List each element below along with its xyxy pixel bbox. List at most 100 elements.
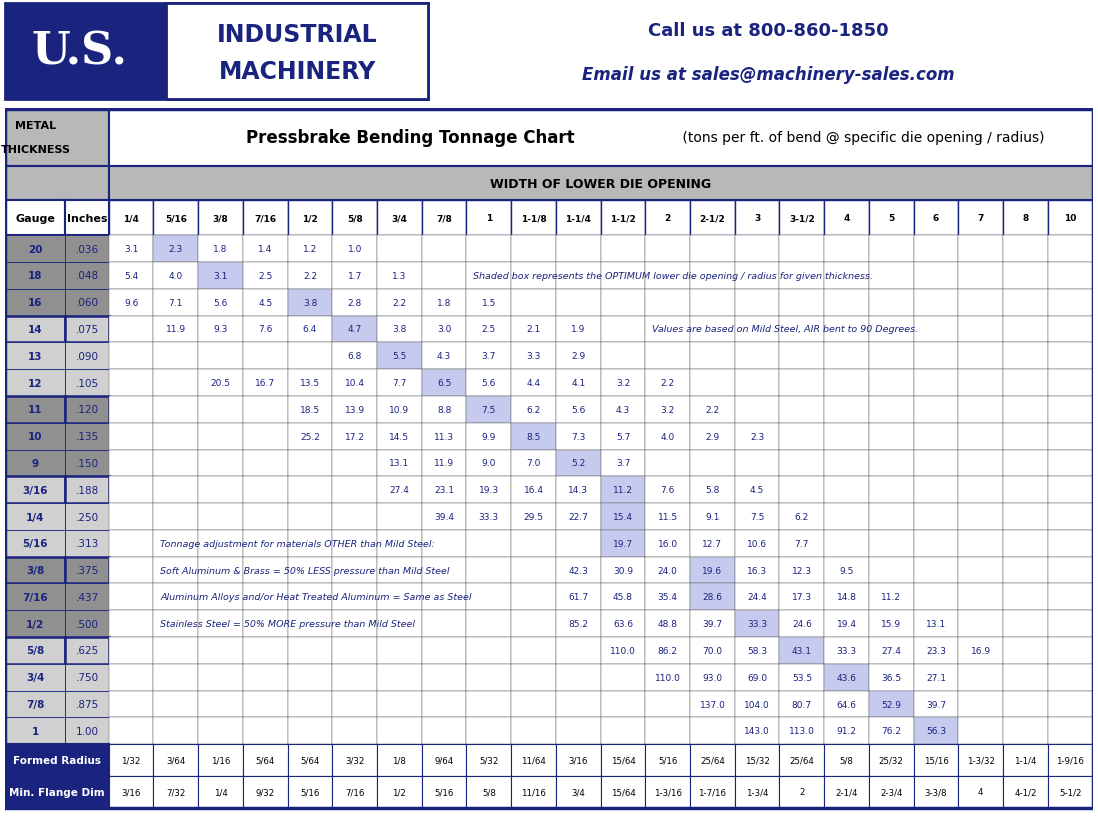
Text: 58.3: 58.3 (747, 646, 768, 655)
Bar (780, 396, 825, 423)
Text: Stainless Steel = 50% MORE pressure than Mild Steel: Stainless Steel = 50% MORE pressure than… (160, 619, 415, 629)
Bar (735, 530, 780, 557)
Bar (959, 316, 1004, 343)
Text: 5/8: 5/8 (482, 788, 496, 797)
Bar (601, 776, 646, 808)
Bar (422, 316, 467, 343)
Bar (601, 263, 646, 289)
Text: 1-7/16: 1-7/16 (698, 788, 727, 797)
Bar (377, 423, 422, 450)
Text: 2: 2 (664, 214, 671, 223)
Bar (109, 717, 154, 744)
Text: 3/4: 3/4 (26, 672, 45, 682)
Text: 14.3: 14.3 (569, 486, 589, 495)
Bar (243, 343, 288, 370)
Text: MACHINERY: MACHINERY (219, 59, 376, 84)
Bar (109, 166, 1093, 201)
Bar (556, 717, 601, 744)
Bar (735, 503, 780, 530)
Bar (166, 4, 428, 100)
Bar (243, 236, 288, 263)
Text: Formed Radius: Formed Radius (13, 755, 101, 765)
Text: 2.1: 2.1 (526, 325, 540, 334)
Text: 19.7: 19.7 (613, 539, 634, 548)
Bar (109, 691, 154, 717)
Text: 4.3: 4.3 (616, 405, 630, 415)
Bar (65, 557, 109, 584)
Text: 22.7: 22.7 (569, 512, 589, 522)
Bar (333, 584, 377, 610)
Text: 52.9: 52.9 (882, 700, 901, 709)
Bar (333, 343, 377, 370)
Bar (1004, 744, 1047, 776)
Bar (199, 423, 243, 450)
Text: 1-3/32: 1-3/32 (966, 756, 995, 765)
Text: Email us at sales@machinery-sales.com: Email us at sales@machinery-sales.com (582, 66, 955, 84)
Text: 15/16: 15/16 (923, 756, 949, 765)
Bar (333, 691, 377, 717)
Bar (333, 664, 377, 691)
Text: 2: 2 (799, 788, 805, 797)
Text: 7/8: 7/8 (436, 214, 452, 223)
Text: 20: 20 (29, 244, 43, 254)
Bar (690, 584, 735, 610)
Text: 5/16: 5/16 (165, 214, 187, 223)
Bar (914, 691, 959, 717)
Text: 3/16: 3/16 (569, 756, 587, 765)
Text: 5/16: 5/16 (23, 538, 48, 548)
Bar (288, 201, 333, 236)
Text: 43.1: 43.1 (792, 646, 811, 655)
Text: 15.4: 15.4 (613, 512, 632, 522)
Text: 5/16: 5/16 (658, 756, 677, 765)
Bar (512, 396, 556, 423)
Bar (5, 503, 65, 530)
Text: 3.7: 3.7 (616, 459, 630, 468)
Bar (914, 450, 959, 477)
Bar (288, 530, 333, 557)
Bar (735, 236, 780, 263)
Bar (154, 584, 198, 610)
Bar (780, 664, 825, 691)
Text: (tons per ft. of bend @ specific die opening / radius): (tons per ft. of bend @ specific die ope… (679, 131, 1045, 145)
Bar (1047, 664, 1093, 691)
Text: 28.6: 28.6 (703, 593, 722, 602)
Text: 35.4: 35.4 (658, 593, 677, 602)
Bar (646, 776, 690, 808)
Text: 12.3: 12.3 (792, 566, 811, 575)
Bar (199, 236, 243, 263)
Text: 15/64: 15/64 (610, 788, 636, 797)
Bar (914, 316, 959, 343)
Bar (1004, 316, 1047, 343)
Text: Gauge: Gauge (15, 214, 55, 223)
Bar (1047, 557, 1093, 584)
Text: 9.0: 9.0 (482, 459, 496, 468)
Bar (1047, 637, 1093, 664)
Bar (825, 263, 869, 289)
Bar (780, 557, 825, 584)
Bar (1004, 396, 1047, 423)
Bar (690, 744, 735, 776)
Bar (1047, 201, 1093, 236)
Bar (735, 316, 780, 343)
Text: 1-9/16: 1-9/16 (1056, 756, 1084, 765)
Text: 11.5: 11.5 (658, 512, 677, 522)
Bar (735, 396, 780, 423)
Text: 16.4: 16.4 (524, 486, 544, 495)
Bar (422, 450, 467, 477)
Text: 1.5: 1.5 (482, 298, 496, 308)
Bar (199, 717, 243, 744)
Bar (556, 610, 601, 637)
Bar (556, 691, 601, 717)
Text: 3-1/2: 3-1/2 (789, 214, 815, 223)
Bar (422, 610, 467, 637)
Bar (1004, 664, 1047, 691)
Text: 2.2: 2.2 (303, 272, 317, 281)
Text: 1/4: 1/4 (26, 512, 45, 522)
Bar (1004, 717, 1047, 744)
Text: 5-1/2: 5-1/2 (1058, 788, 1082, 797)
Bar (288, 744, 333, 776)
Text: 85.2: 85.2 (569, 619, 589, 629)
Text: 1.2: 1.2 (303, 245, 317, 254)
Text: 5.8: 5.8 (705, 486, 719, 495)
Text: 6.4: 6.4 (303, 325, 317, 334)
